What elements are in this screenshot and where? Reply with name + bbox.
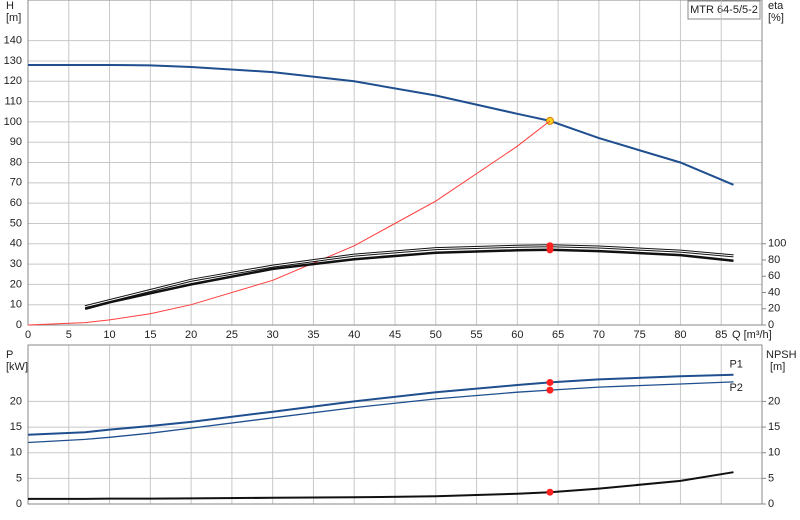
y-axis-label: P: [6, 349, 13, 361]
x-tick-label: 5: [66, 329, 72, 341]
series-line: [84, 248, 734, 311]
y-tick-label: 120: [4, 75, 22, 87]
y-tick-label: 20: [10, 395, 22, 407]
y-axis-unit: [m]: [6, 12, 21, 24]
y-tick-label: 0: [16, 319, 22, 331]
y-tick-label: 80: [10, 156, 22, 168]
y2-tick-label: 15: [768, 421, 780, 433]
plot-frame: [27, 344, 763, 505]
chart-title: MTR 64-5/5-2: [690, 4, 758, 16]
y-tick-label: 5: [16, 472, 22, 484]
x-tick-label: 25: [226, 329, 238, 341]
x-tick-label: 15: [144, 329, 156, 341]
y-tick-label: 50: [10, 217, 22, 229]
y2-tick-label: 0: [768, 319, 774, 331]
title-box: [687, 0, 761, 20]
x-tick-label: 20: [185, 329, 197, 341]
y-tick-label: 20: [10, 278, 22, 290]
y2-tick-label: 10: [768, 447, 780, 459]
y-tick-label: 70: [10, 177, 22, 189]
x-tick-label: 80: [674, 329, 686, 341]
x-tick-label: 30: [267, 329, 279, 341]
duty-point: [546, 246, 554, 254]
y2-tick-label: 100: [768, 238, 786, 250]
x-tick-label: 85: [715, 329, 727, 341]
plot-frame: [27, 0, 763, 326]
series-line: [27, 373, 734, 436]
y2-tick-label: 40: [768, 286, 780, 298]
x-tick-label: 50: [430, 329, 442, 341]
y2-tick-label: 5: [768, 472, 774, 484]
x-tick-label: 60: [511, 329, 523, 341]
y-tick-label: 10: [10, 447, 22, 459]
x-tick-label: 75: [634, 329, 646, 341]
x-tick-label: 65: [552, 329, 564, 341]
y-tick-label: 60: [10, 197, 22, 209]
y2-tick-label: 60: [768, 270, 780, 282]
y2-tick-label: 20: [768, 303, 780, 315]
y2-tick-label: 80: [768, 254, 780, 266]
y-tick-label: 90: [10, 136, 22, 148]
series-line: [27, 120, 551, 326]
y-tick-label: 15: [10, 421, 22, 433]
y2-axis-unit: [%]: [768, 12, 784, 24]
y-axis-unit: [kW]: [6, 361, 28, 373]
x-tick-label: 35: [307, 329, 319, 341]
x-tick-label: 0: [25, 329, 31, 341]
y2-axis-label: NPSH: [766, 349, 797, 361]
y-tick-label: 30: [10, 258, 22, 270]
y2-axis-label: eta: [768, 0, 784, 12]
series-line-inner: [84, 245, 734, 308]
y-tick-label: 40: [10, 238, 22, 250]
y-axis-label: H: [6, 0, 14, 12]
series-line: [27, 381, 734, 444]
series-line: [28, 64, 734, 186]
y-tick-label: 130: [4, 55, 22, 67]
y2-tick-label: 20: [768, 395, 780, 407]
x-axis-label: Q [m³/h]: [732, 329, 772, 341]
duty-point: [546, 386, 554, 394]
x-tick-label: 40: [348, 329, 360, 341]
legend-label: P2: [729, 382, 742, 394]
x-tick-label: 10: [103, 329, 115, 341]
y-tick-label: 140: [4, 35, 22, 47]
x-tick-label: 45: [389, 329, 401, 341]
y2-axis-unit: [m]: [770, 361, 785, 373]
y-tick-label: 0: [16, 498, 22, 510]
series-line: [28, 471, 734, 500]
x-tick-label: 70: [593, 329, 605, 341]
duty-point: [546, 378, 554, 386]
duty-point: [546, 488, 554, 496]
legend-label: P1: [729, 359, 742, 371]
y-tick-label: 110: [4, 95, 22, 107]
y-tick-label: 10: [10, 299, 22, 311]
y-tick-label: 100: [4, 116, 22, 128]
x-tick-label: 55: [470, 329, 482, 341]
y2-tick-label: 0: [768, 498, 774, 510]
